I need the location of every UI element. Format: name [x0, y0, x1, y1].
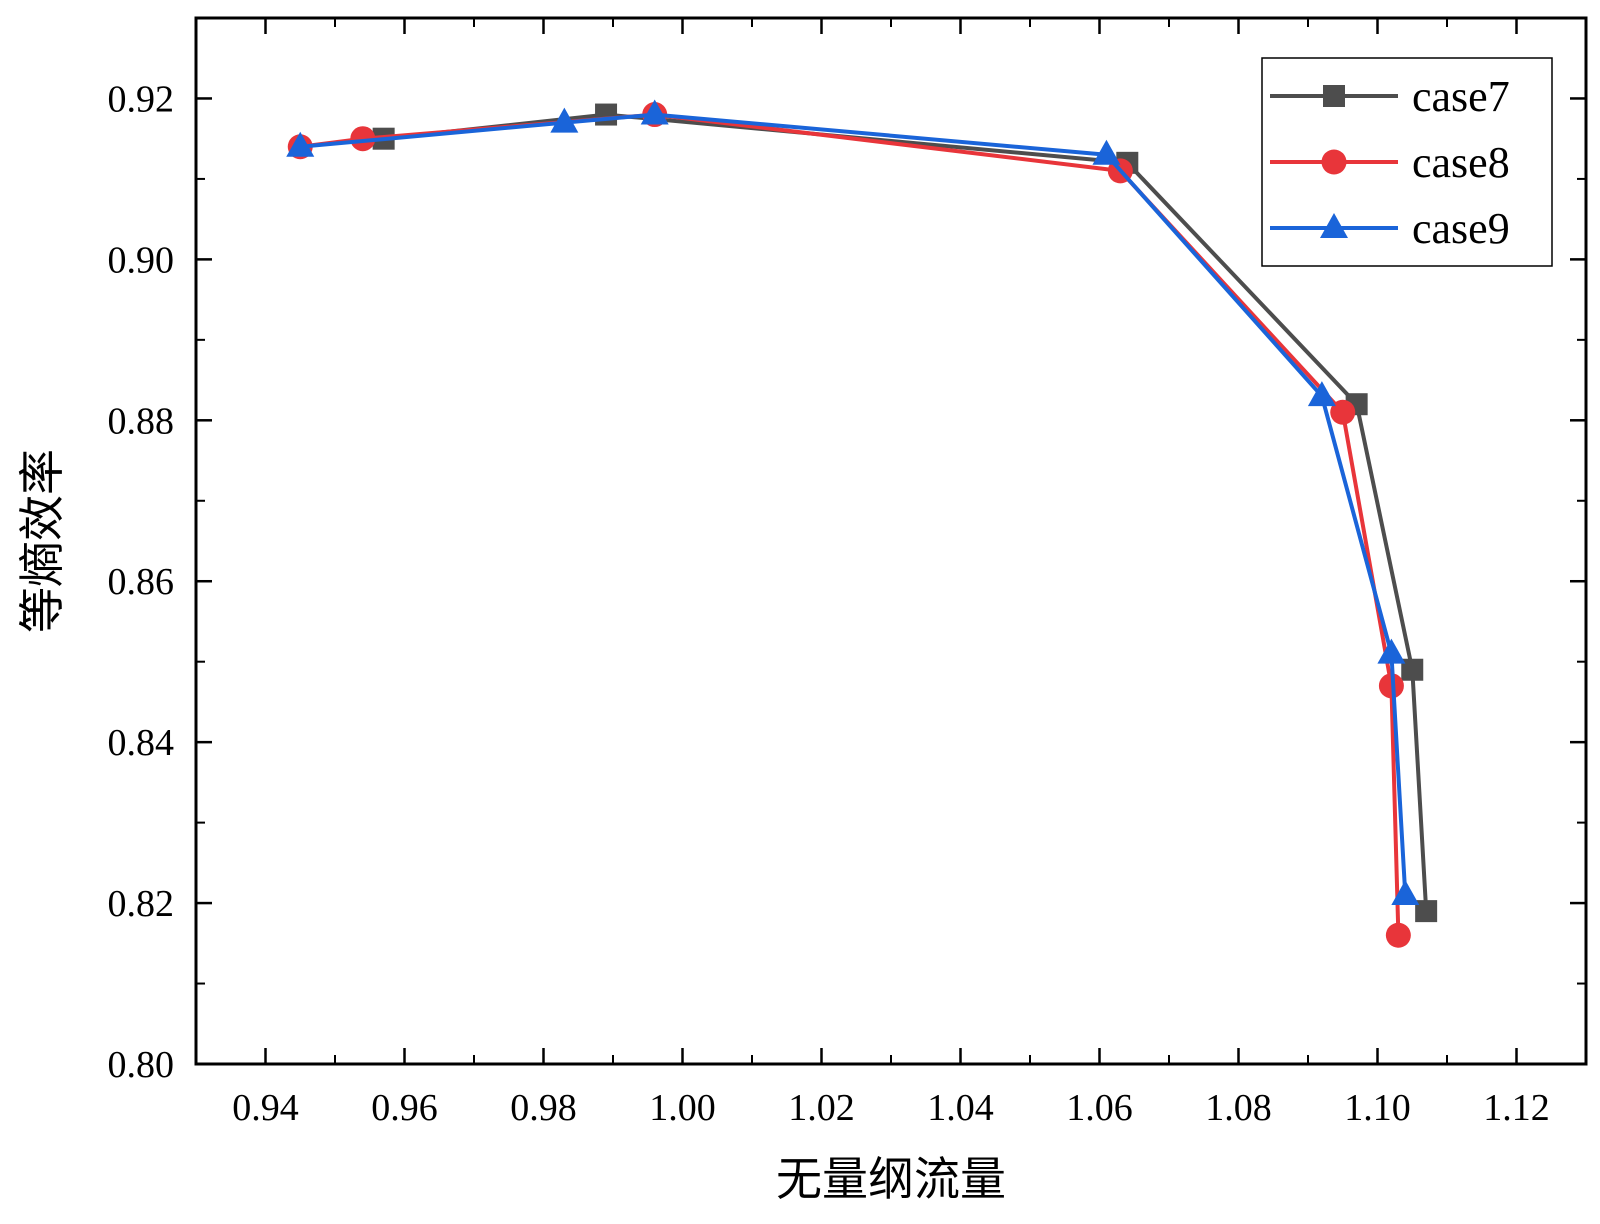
legend-marker-case7 — [1323, 85, 1345, 107]
data-point-case9 — [1092, 139, 1121, 165]
data-point-case9 — [550, 107, 579, 133]
x-tick-label: 0.94 — [232, 1087, 299, 1129]
legend-items: case7 case8 case9 — [1270, 72, 1510, 253]
y-tick-label: 0.92 — [108, 78, 175, 120]
x-tick-label: 1.10 — [1344, 1087, 1411, 1129]
data-point-case9 — [640, 99, 669, 125]
series-line-case8 — [299, 112, 1401, 936]
x-tick-label: 0.98 — [510, 1087, 577, 1129]
data-point-case7 — [595, 103, 618, 126]
series-case9 — [286, 99, 1420, 906]
x-axis-title: 无量纲流量 — [776, 1152, 1006, 1206]
x-tick-label: 1.02 — [788, 1087, 855, 1129]
y-tick-label: 0.84 — [108, 722, 175, 764]
x-tick-label: 1.00 — [649, 1087, 716, 1129]
data-point-case7 — [1401, 658, 1424, 681]
legend-label-case7: case7 — [1412, 72, 1510, 121]
legend-marker-case8 — [1321, 149, 1347, 175]
data-point-case9 — [1377, 638, 1406, 664]
y-tick-label: 0.90 — [108, 239, 175, 281]
data-point-case8 — [1385, 922, 1411, 948]
series-case8 — [287, 102, 1411, 948]
data-point-case7 — [1415, 900, 1438, 923]
series-line-case9 — [300, 112, 1408, 896]
legend: case7 case8 case9 — [1261, 57, 1553, 267]
y-axis-title: 等熵效率 — [15, 449, 69, 633]
y-tick-label: 0.86 — [108, 561, 175, 603]
data-point-case9 — [1307, 381, 1336, 407]
x-tick-label: 0.96 — [371, 1087, 438, 1129]
legend-label-case9: case9 — [1412, 204, 1510, 253]
x-tick-label: 1.06 — [1066, 1087, 1133, 1129]
legend-marker-case9 — [1320, 213, 1348, 238]
data-point-case8 — [350, 126, 376, 152]
axis-ticks: 0.94 0.96 0.98 1.00 1.02 1.04 1.06 1.08 1.10 1.12… — [108, 17, 1586, 1129]
y-tick-label: 0.80 — [108, 1044, 175, 1086]
data-point-case9 — [286, 131, 315, 157]
x-tick-label: 1.08 — [1205, 1087, 1272, 1129]
series-layer — [286, 99, 1438, 948]
legend-label-case8: case8 — [1412, 138, 1510, 187]
x-tick-label: 1.12 — [1483, 1087, 1550, 1129]
data-point-case9 — [1391, 880, 1420, 906]
data-point-case8 — [1330, 399, 1356, 425]
y-tick-label: 0.82 — [108, 883, 175, 925]
y-tick-label: 0.88 — [108, 400, 175, 442]
x-tick-label: 1.04 — [927, 1087, 994, 1129]
